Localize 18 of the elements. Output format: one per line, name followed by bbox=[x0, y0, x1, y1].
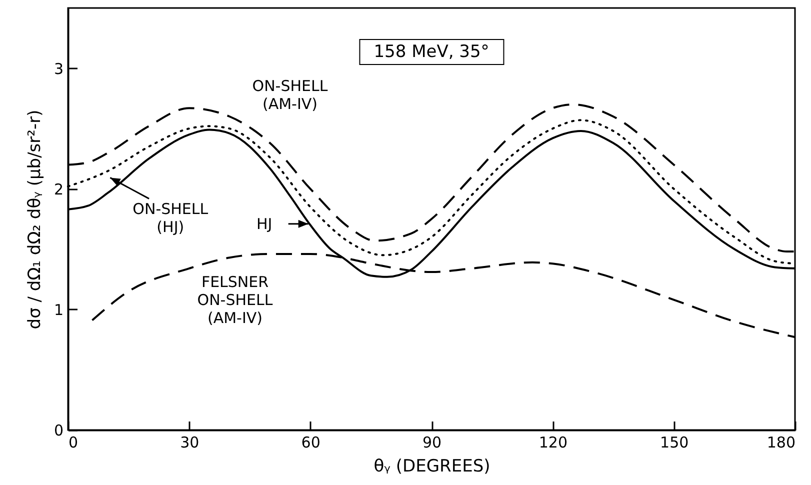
x-tick-label: 150 bbox=[660, 434, 689, 452]
x-tick-label: 60 bbox=[301, 434, 320, 452]
annotation: ON-SHELL (AM-IV) bbox=[252, 77, 328, 113]
x-axis-title: θᵧ (DEGREES) bbox=[374, 456, 490, 476]
x-tick-label: 120 bbox=[538, 434, 568, 452]
annotation: ON-SHELL (HJ) bbox=[132, 200, 209, 236]
x-tick-label: 90 bbox=[422, 434, 442, 452]
annotation: FELSNER ON-SHELL (AM-IV) bbox=[197, 273, 273, 327]
annotation: HJ bbox=[256, 214, 272, 233]
annotation: 158 MeV, 35° bbox=[358, 39, 504, 65]
x-tick-label: 30 bbox=[180, 434, 200, 452]
y-tick-label: 1 bbox=[54, 300, 64, 319]
y-tick-label: 0 bbox=[54, 422, 64, 440]
y-tick-label: 3 bbox=[54, 60, 64, 78]
x-tick-label: 180 bbox=[766, 434, 796, 452]
y-axis-title: dσ / dΩ₁ dΩ₂ dθᵧ (μb/sr²-r) bbox=[24, 110, 45, 330]
x-tick-label: 0 bbox=[68, 434, 78, 452]
y-tick-label: 2 bbox=[54, 180, 64, 198]
